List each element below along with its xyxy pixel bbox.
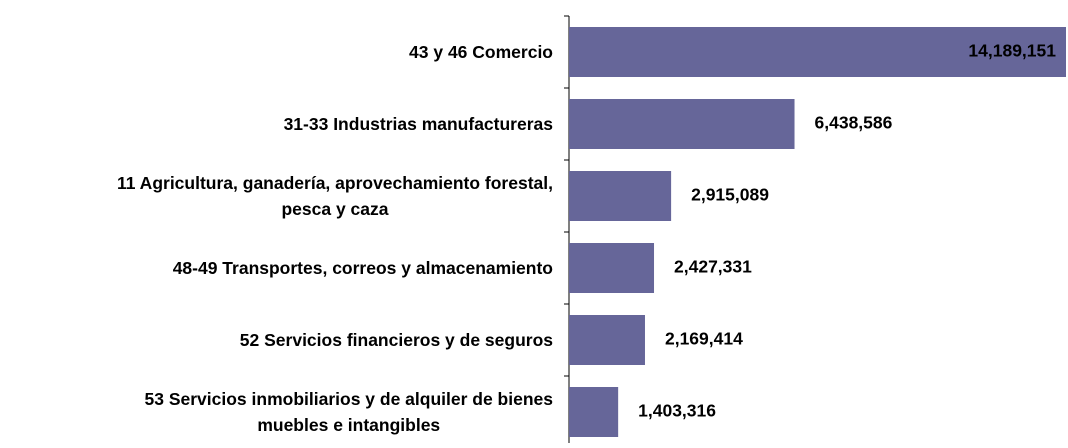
category-label-box: 52 Servicios financieros y de seguros [0,304,553,376]
bar [569,315,645,365]
category-label-box: 31-33 Industrias manufactureras [0,88,553,160]
data-label: 2,427,331 [674,257,752,277]
data-label: 2,169,414 [665,329,743,349]
data-label: 6,438,586 [815,113,893,133]
category-label: 48-49 Transportes, correos y almacenamie… [172,258,553,278]
category-label: 53 Servicios inmobiliarios y de alquiler… [144,389,554,435]
category-label: 31-33 Industrias manufactureras [283,114,553,134]
data-label: 1,403,316 [638,401,716,421]
bar [569,243,655,293]
category-label-box: 43 y 46 Comercio [0,16,553,88]
bar [569,171,672,221]
category-label: 11 Agricultura, ganadería, aprovechamien… [116,173,553,219]
category-label-box: 11 Agricultura, ganadería, aprovechamien… [0,160,553,232]
data-label: 14,189,151 [968,41,1056,61]
data-label: 2,915,089 [691,185,769,205]
category-label-box: 48-49 Transportes, correos y almacenamie… [0,232,553,304]
bar [569,387,619,437]
category-label: 43 y 46 Comercio [409,42,553,62]
category-label: 52 Servicios financieros y de seguros [239,330,553,350]
category-label-box: 53 Servicios inmobiliarios y de alquiler… [0,376,554,448]
bar [569,27,1066,77]
bar [569,99,795,149]
